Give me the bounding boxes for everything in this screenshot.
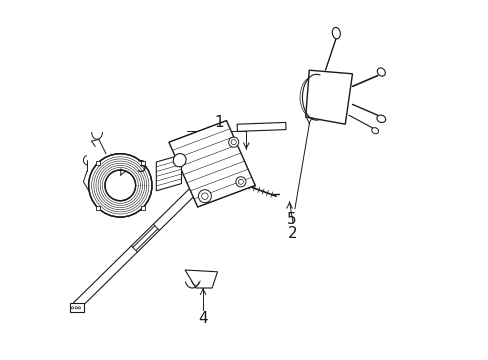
Polygon shape [305,70,352,124]
Ellipse shape [331,27,340,39]
Polygon shape [71,150,234,311]
Polygon shape [96,206,100,210]
Polygon shape [237,122,285,131]
Circle shape [198,190,211,203]
Ellipse shape [371,127,378,134]
Ellipse shape [377,68,385,76]
Circle shape [235,177,245,187]
Text: 2: 2 [288,226,297,242]
Polygon shape [70,303,84,312]
Text: 5: 5 [286,212,296,227]
Text: 4: 4 [198,311,207,326]
Text: 3: 3 [137,160,146,175]
Circle shape [105,170,135,201]
Polygon shape [168,121,255,207]
Circle shape [88,154,152,217]
Text: 1: 1 [214,115,224,130]
Polygon shape [133,226,158,251]
Polygon shape [140,206,144,210]
Polygon shape [185,270,217,288]
Polygon shape [156,155,181,191]
Polygon shape [140,161,144,165]
Circle shape [228,137,238,147]
Ellipse shape [173,154,186,167]
Polygon shape [96,161,100,165]
Ellipse shape [376,115,385,122]
